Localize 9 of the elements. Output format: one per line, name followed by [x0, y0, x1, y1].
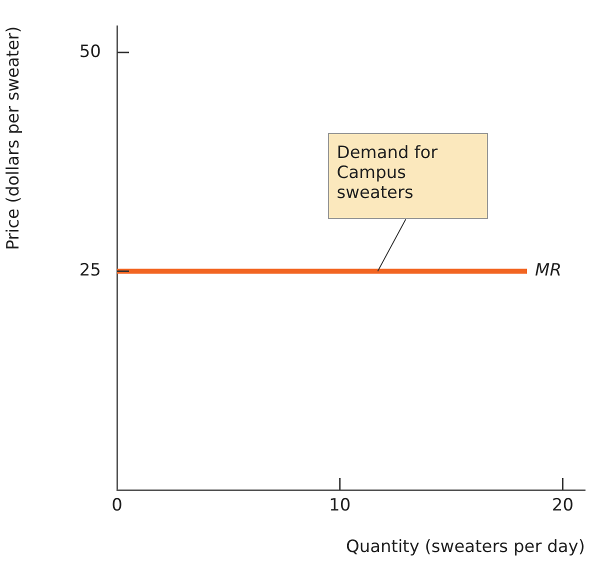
y-axis-title: Price (dollars per sweater): [4, 26, 24, 250]
x-axis-title: Quantity (sweaters per day): [346, 537, 585, 558]
y-tick-label: 25: [79, 260, 101, 281]
series-label: MR: [535, 260, 562, 281]
y-tick-label: 50: [79, 42, 101, 62]
x-tick-label: 0: [112, 496, 122, 516]
callout-box: Demand for Campus sweaters: [328, 133, 488, 220]
x-tick-label: 10: [329, 496, 351, 516]
x-tick-label: 20: [552, 496, 574, 516]
